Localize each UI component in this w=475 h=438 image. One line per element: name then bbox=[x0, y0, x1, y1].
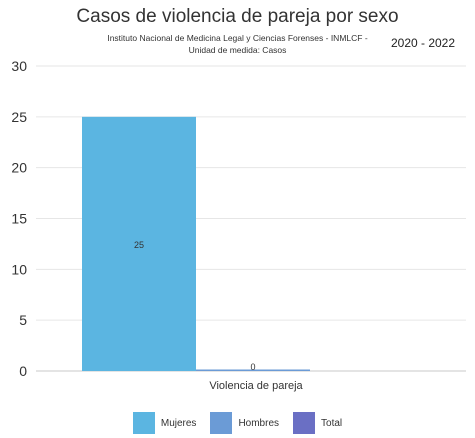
y-tick-label: 25 bbox=[11, 109, 27, 125]
data-label: 0 bbox=[250, 362, 255, 372]
y-tick-label: 0 bbox=[19, 363, 27, 379]
unit-text: Unidad de medida: Casos bbox=[188, 45, 287, 55]
bar-mujeres bbox=[82, 116, 196, 371]
legend-swatch bbox=[293, 412, 316, 434]
legend-swatch bbox=[210, 412, 233, 434]
legend-swatch bbox=[132, 412, 155, 434]
x-category-label: Violencia de pareja bbox=[209, 380, 303, 392]
chart-legend: Mujeres Hombres Total bbox=[0, 412, 475, 434]
y-tick-label: 20 bbox=[11, 160, 27, 176]
legend-item-hombres[interactable]: Hombres bbox=[210, 412, 279, 434]
chart-title: Casos de violencia de pareja por sexo bbox=[76, 6, 399, 27]
legend-label: Hombres bbox=[238, 417, 280, 429]
chart-subtitle: Instituto Nacional de Medicina Legal y C… bbox=[0, 32, 475, 56]
legend-item-total[interactable]: Total bbox=[293, 412, 342, 434]
source-text: Instituto Nacional de Medicina Legal y C… bbox=[107, 33, 368, 43]
legend-label: Mujeres bbox=[160, 417, 197, 429]
bar-hombres bbox=[196, 369, 310, 371]
y-tick-label: 10 bbox=[11, 261, 27, 277]
y-tick-label: 15 bbox=[11, 211, 27, 227]
data-label: 25 bbox=[134, 240, 144, 250]
legend-item-mujeres[interactable]: Mujeres bbox=[132, 412, 197, 434]
year-range: 2020 - 2022 bbox=[380, 32, 466, 54]
y-tick-label: 5 bbox=[19, 312, 27, 328]
y-tick-label: 30 bbox=[11, 58, 27, 74]
legend-label: Total bbox=[321, 417, 343, 429]
